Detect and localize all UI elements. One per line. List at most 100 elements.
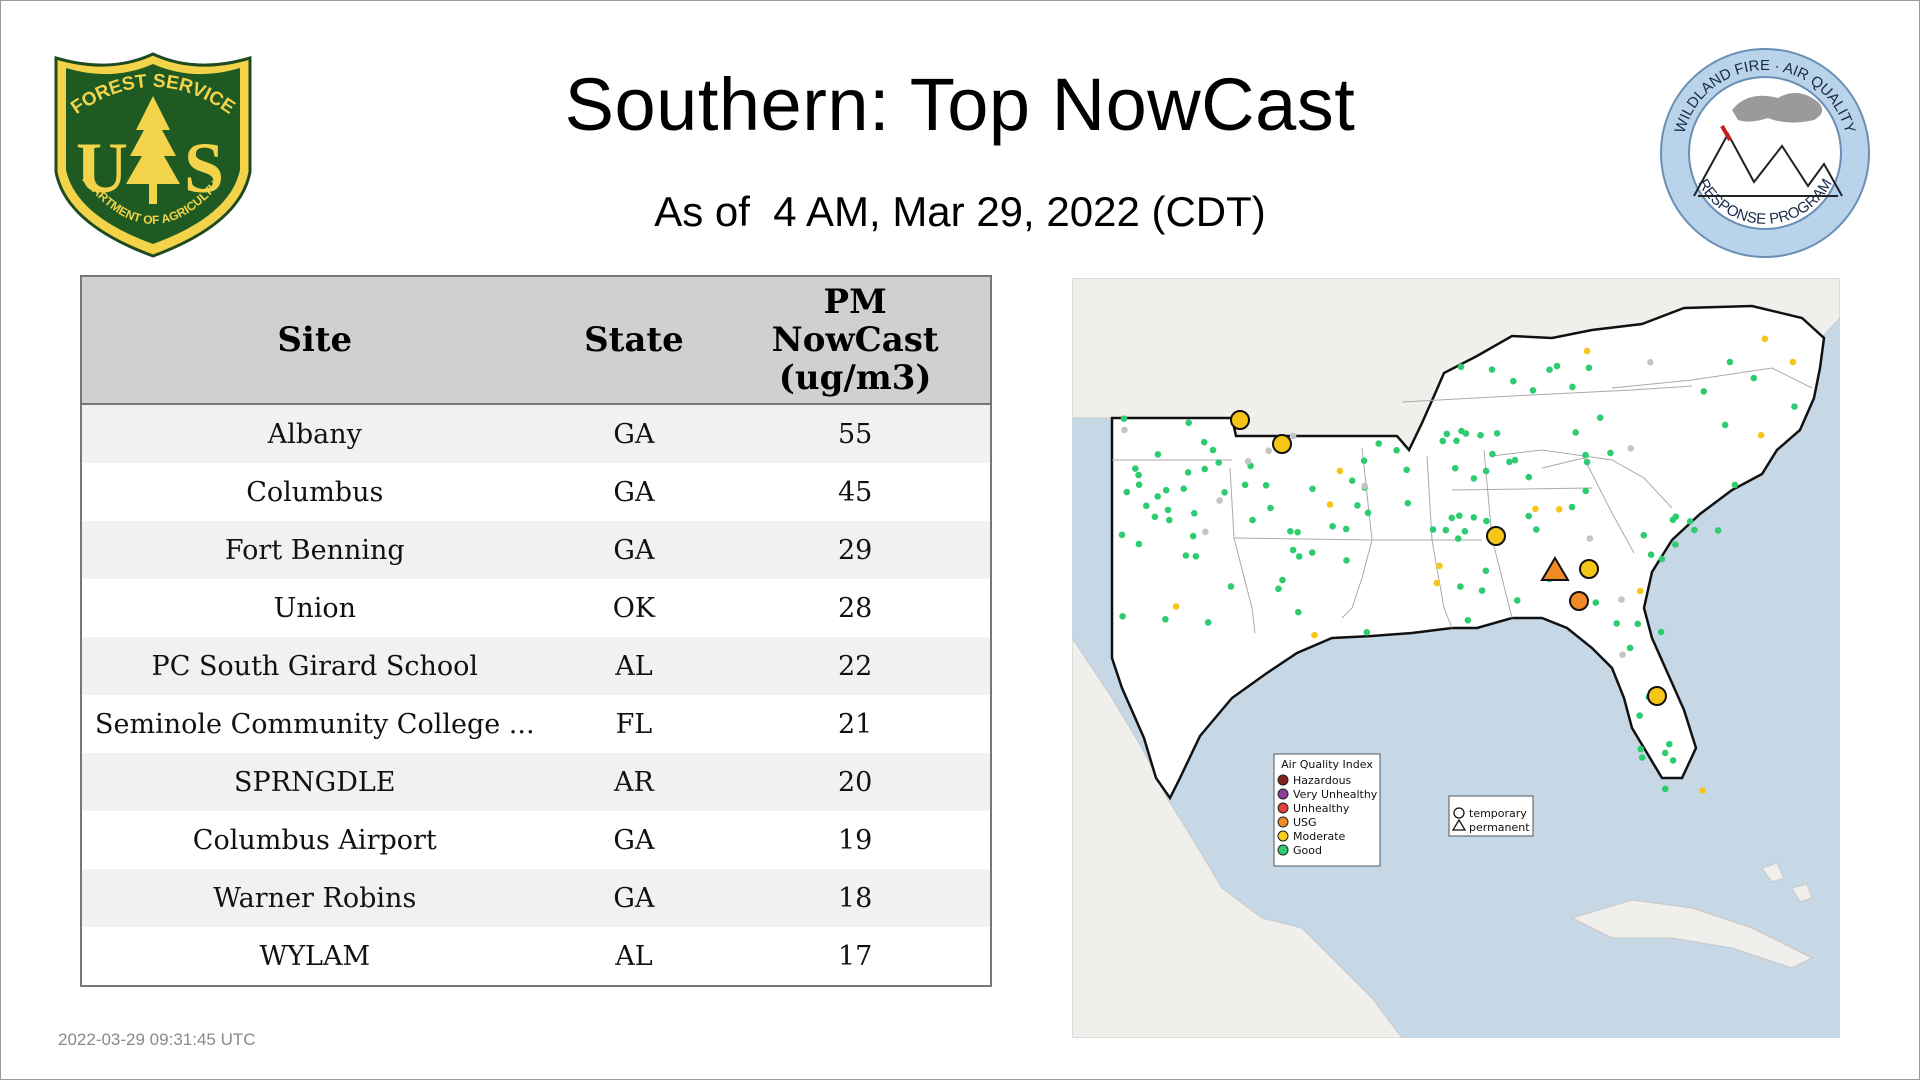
site-marker xyxy=(1637,745,1645,753)
site-marker xyxy=(1227,583,1235,590)
site-marker xyxy=(1691,526,1698,534)
site-marker xyxy=(1120,415,1128,422)
cell-site: SPRNGDLE xyxy=(81,753,548,811)
legend-swatch xyxy=(1277,816,1289,828)
site-marker xyxy=(1592,599,1600,606)
site-marker xyxy=(1184,469,1192,476)
site-marker xyxy=(1436,562,1443,570)
legend-swatch xyxy=(1277,830,1289,842)
site-marker xyxy=(1241,481,1249,489)
site-marker xyxy=(1514,597,1521,604)
legend-permanent: permanent xyxy=(1469,821,1530,834)
site-marker xyxy=(1295,608,1302,616)
legend-type: temporary permanent xyxy=(1448,795,1534,837)
map-land-mexico xyxy=(1072,637,1403,1038)
legend-temporary: temporary xyxy=(1469,807,1527,820)
cell-value: 28 xyxy=(720,579,991,637)
site-marker xyxy=(1478,587,1486,594)
cell-state: GA xyxy=(547,404,721,463)
site-marker xyxy=(1360,457,1368,464)
site-marker xyxy=(1613,620,1620,627)
wildland-fire-logo: WILDLAND FIRE · AIR QUALITY RESPONSE PRO… xyxy=(1660,48,1870,258)
cell-site: Warner Robins xyxy=(81,869,548,927)
cell-state: FL xyxy=(547,695,721,753)
table-row: WYLAM AL 17 xyxy=(81,927,991,986)
site-marker xyxy=(1525,473,1533,481)
site-marker xyxy=(1192,553,1200,560)
site-marker xyxy=(1457,363,1465,371)
legend-label: USG xyxy=(1293,816,1317,829)
cell-site: Albany xyxy=(81,404,548,463)
site-marker xyxy=(1761,335,1769,343)
site-marker xyxy=(1470,514,1478,521)
site-marker xyxy=(1443,430,1451,438)
site-marker xyxy=(1750,374,1758,382)
site-marker xyxy=(1265,447,1272,455)
pine-tree-icon xyxy=(126,96,180,204)
site-marker xyxy=(1135,481,1143,488)
table-row: Columbus Airport GA 19 xyxy=(81,811,991,869)
cell-site: PC South Girard School xyxy=(81,637,548,695)
site-marker xyxy=(1295,553,1303,560)
table-row: Fort Benning GA 29 xyxy=(81,521,991,579)
site-marker xyxy=(1553,362,1561,370)
site-marker xyxy=(1700,388,1708,395)
site-marker xyxy=(1279,576,1286,584)
cell-state: GA xyxy=(547,463,721,521)
site-marker xyxy=(1118,531,1126,539)
site-marker xyxy=(1686,518,1694,525)
site-marker xyxy=(1714,527,1722,534)
site-marker xyxy=(1568,503,1576,511)
site-marker xyxy=(1244,458,1252,465)
site-marker xyxy=(1640,531,1648,539)
site-marker xyxy=(1448,514,1456,522)
site-marker xyxy=(1555,506,1563,513)
site-marker xyxy=(1393,447,1400,454)
site-marker xyxy=(1699,787,1706,794)
cell-site: Fort Benning xyxy=(81,521,548,579)
site-marker xyxy=(1289,546,1297,554)
cell-site: Union xyxy=(81,579,548,637)
site-marker xyxy=(1585,364,1593,372)
site-marker xyxy=(1482,567,1490,575)
site-marker xyxy=(1638,754,1646,761)
table-row: Seminole Community College ... FL 21 xyxy=(81,695,991,753)
site-marker xyxy=(1669,757,1677,764)
site-marker xyxy=(1308,549,1316,556)
site-marker xyxy=(1672,541,1679,548)
site-marker xyxy=(1532,505,1539,513)
table-row: Albany GA 55 xyxy=(81,404,991,463)
site-marker xyxy=(1477,431,1484,439)
site-marker xyxy=(1636,712,1643,719)
cell-state: OK xyxy=(547,579,721,637)
site-marker-highlight xyxy=(1569,591,1589,611)
site-marker xyxy=(1429,526,1437,533)
site-marker xyxy=(1533,526,1540,533)
site-marker xyxy=(1275,585,1282,593)
page-title: Southern: Top NowCast xyxy=(564,63,1356,146)
site-marker xyxy=(1143,502,1150,510)
site-marker xyxy=(1343,557,1350,564)
site-marker xyxy=(1647,551,1655,558)
site-marker xyxy=(1439,437,1447,445)
cell-value: 20 xyxy=(720,753,991,811)
site-marker xyxy=(1364,509,1372,517)
site-marker xyxy=(1162,486,1170,494)
site-marker xyxy=(1493,430,1501,437)
site-marker xyxy=(1791,403,1798,410)
map-land-cuba xyxy=(1570,899,1814,969)
cell-state: AR xyxy=(547,753,721,811)
site-marker xyxy=(1311,631,1318,639)
mountain-smoke-icon xyxy=(1693,92,1843,197)
site-marker xyxy=(1506,458,1513,466)
legend-label: Unhealthy xyxy=(1293,802,1350,815)
site-marker xyxy=(1185,419,1192,427)
site-marker-highlight xyxy=(1579,559,1599,579)
site-marker xyxy=(1336,467,1344,475)
site-marker xyxy=(1596,414,1604,421)
temporary-circle-icon xyxy=(1453,807,1465,819)
legend-swatch xyxy=(1277,802,1289,814)
site-marker xyxy=(1647,359,1654,366)
site-marker xyxy=(1464,617,1472,624)
site-marker xyxy=(1451,464,1459,472)
